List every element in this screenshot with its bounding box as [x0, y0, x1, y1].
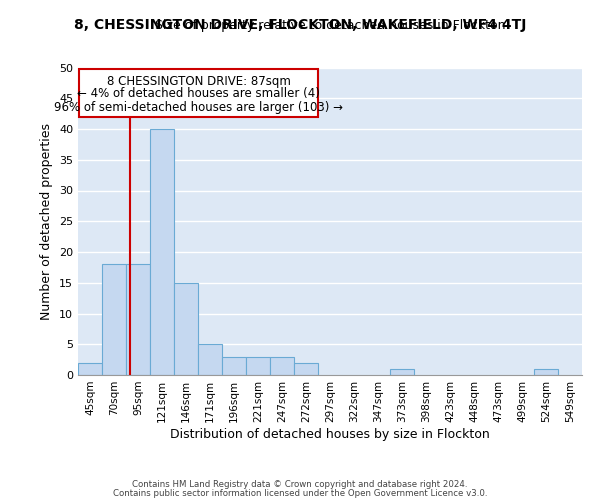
Bar	[294, 362, 318, 375]
Bar	[390, 369, 414, 375]
Bar	[270, 356, 294, 375]
Text: 8 CHESSINGTON DRIVE: 87sqm: 8 CHESSINGTON DRIVE: 87sqm	[107, 74, 290, 88]
Text: Contains HM Land Registry data © Crown copyright and database right 2024.: Contains HM Land Registry data © Crown c…	[132, 480, 468, 489]
Y-axis label: Number of detached properties: Number of detached properties	[40, 122, 53, 320]
Text: 8, CHESSINGTON DRIVE, FLOCKTON, WAKEFIELD, WF4 4TJ: 8, CHESSINGTON DRIVE, FLOCKTON, WAKEFIEL…	[74, 18, 526, 32]
Bar	[198, 344, 222, 375]
Bar	[102, 264, 126, 375]
Bar	[222, 356, 246, 375]
Bar	[534, 369, 558, 375]
FancyBboxPatch shape	[79, 68, 318, 116]
Bar	[174, 283, 198, 375]
Text: 96% of semi-detached houses are larger (103) →: 96% of semi-detached houses are larger (…	[54, 101, 343, 114]
Bar	[246, 356, 270, 375]
Bar	[150, 129, 174, 375]
X-axis label: Distribution of detached houses by size in Flockton: Distribution of detached houses by size …	[170, 428, 490, 440]
Bar	[126, 264, 150, 375]
Title: Size of property relative to detached houses in Flockton: Size of property relative to detached ho…	[155, 18, 505, 32]
Bar	[78, 362, 102, 375]
Text: Contains public sector information licensed under the Open Government Licence v3: Contains public sector information licen…	[113, 488, 487, 498]
Text: ← 4% of detached houses are smaller (4): ← 4% of detached houses are smaller (4)	[77, 88, 320, 101]
